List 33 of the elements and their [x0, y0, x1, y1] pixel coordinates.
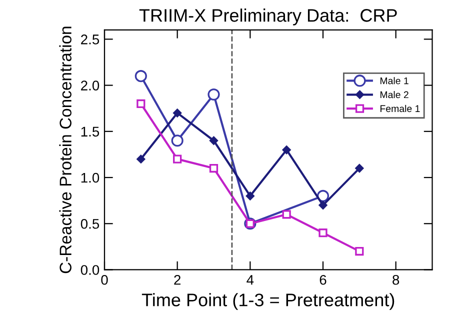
y-tick-label: 1.0 [81, 172, 100, 183]
legend-label: Male 2 [380, 91, 408, 98]
point [282, 146, 291, 154]
point [355, 164, 364, 173]
point [136, 99, 146, 108]
point [318, 200, 328, 210]
x-tick-label: 6 [320, 274, 326, 285]
y-tick-label: 2.5 [81, 34, 100, 44]
point [209, 164, 218, 173]
x-tick-label: 0 [101, 274, 108, 285]
x-tick-label: 8 [392, 274, 400, 285]
y-axis-title: C-Reactive Protein Concentration [59, 26, 72, 274]
legend-label: Female 1 [380, 104, 420, 112]
x-tick-label: 4 [246, 275, 254, 285]
x-tick-label: 2 [174, 274, 180, 285]
point [355, 246, 364, 256]
point [246, 192, 254, 200]
point [282, 210, 291, 219]
y-tick-label: 1.5 [81, 126, 100, 137]
chart-title: TRIIM-X Preliminary Data: CRP [139, 8, 397, 26]
point [173, 108, 182, 118]
point [318, 228, 328, 238]
point [208, 88, 220, 101]
point [134, 70, 147, 82]
y-tick-label: 0.5 [80, 218, 100, 229]
y-tick-label: 2.0 [81, 80, 100, 90]
point [173, 154, 182, 164]
x-axis-title: Time Point (1-3 = Pretreatment) [142, 293, 394, 310]
point [171, 134, 184, 147]
legend-label: Male 1 [380, 77, 408, 84]
point [209, 136, 218, 145]
point [136, 154, 146, 164]
y-tick-label: 0.0 [80, 265, 100, 275]
